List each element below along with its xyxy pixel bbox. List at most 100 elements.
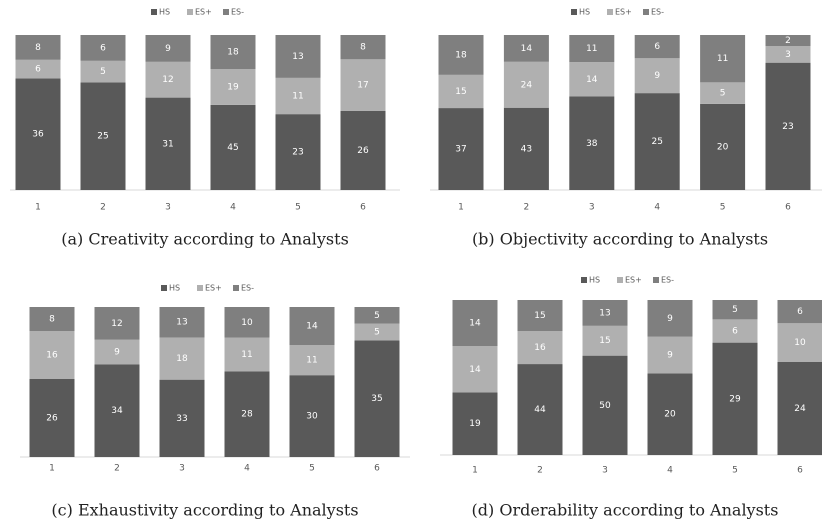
bar-segment bbox=[94, 307, 140, 340]
data-label: 6 bbox=[797, 307, 803, 317]
data-label: 38 bbox=[586, 139, 598, 149]
bar-segment bbox=[452, 300, 498, 347]
data-label: 5 bbox=[374, 328, 380, 338]
bar-segment bbox=[569, 35, 615, 63]
data-label: 15 bbox=[534, 311, 545, 321]
bar-segment bbox=[15, 59, 61, 79]
data-label: 37 bbox=[455, 145, 466, 155]
bar-segment bbox=[582, 355, 628, 455]
data-label: 30 bbox=[306, 412, 318, 422]
data-label: 12 bbox=[162, 75, 173, 85]
bar-segment bbox=[289, 375, 335, 457]
legend-label: ES+ bbox=[615, 8, 632, 17]
x-tick-label: 1 bbox=[472, 466, 478, 476]
bar-segment bbox=[354, 323, 400, 341]
x-tick-label: 6 bbox=[797, 466, 803, 476]
bar-segment bbox=[275, 77, 321, 115]
bar-segment bbox=[700, 82, 746, 104]
legend-swatch bbox=[571, 9, 577, 15]
data-label: 8 bbox=[360, 43, 366, 53]
bar-segment bbox=[145, 61, 191, 98]
bar-segment bbox=[569, 62, 615, 97]
bar-segment bbox=[210, 104, 256, 190]
data-label: 6 bbox=[732, 327, 738, 337]
x-tick-label: 4 bbox=[244, 464, 250, 474]
bar-segment bbox=[159, 337, 205, 380]
legend-swatch bbox=[643, 9, 649, 15]
bar-segment bbox=[582, 300, 628, 326]
data-label: 5 bbox=[732, 305, 738, 315]
bar-segment bbox=[80, 82, 126, 190]
legend-label: HS bbox=[169, 284, 180, 293]
data-label: 14 bbox=[469, 365, 481, 375]
bar-segment bbox=[94, 364, 140, 457]
bar-segment bbox=[438, 35, 484, 75]
bar-segment bbox=[765, 46, 811, 63]
data-label: 11 bbox=[306, 356, 317, 366]
data-label: 13 bbox=[292, 52, 303, 62]
bar-segment bbox=[452, 392, 498, 455]
bar-segment bbox=[777, 362, 822, 455]
legend-swatch bbox=[617, 277, 623, 283]
data-label: 6 bbox=[654, 42, 660, 52]
data-label: 45 bbox=[227, 143, 238, 153]
data-label: 9 bbox=[667, 351, 673, 361]
x-tick-label: 3 bbox=[179, 464, 185, 474]
data-label: 11 bbox=[717, 54, 728, 64]
bar-segment bbox=[159, 307, 205, 338]
legend-swatch bbox=[151, 9, 157, 15]
data-label: 20 bbox=[717, 142, 729, 152]
bar-segment bbox=[582, 325, 628, 356]
x-tick-label: 6 bbox=[374, 464, 380, 474]
x-tick-label: 2 bbox=[524, 203, 530, 213]
legend-label: ES- bbox=[231, 8, 244, 17]
data-label: 5 bbox=[720, 89, 726, 99]
data-label: 10 bbox=[241, 318, 253, 328]
data-label: 11 bbox=[586, 44, 597, 54]
data-label: 18 bbox=[227, 48, 239, 58]
bar-segment bbox=[224, 307, 270, 338]
bar-segment bbox=[159, 379, 205, 457]
data-label: 6 bbox=[100, 43, 106, 53]
data-label: 8 bbox=[49, 315, 55, 325]
data-label: 14 bbox=[586, 75, 598, 85]
bar-segment bbox=[777, 300, 822, 324]
bar-segment bbox=[210, 69, 256, 105]
legend-swatch bbox=[581, 277, 587, 283]
x-tick-label: 3 bbox=[589, 203, 595, 213]
bar-segment bbox=[210, 35, 256, 70]
legend-swatch bbox=[187, 9, 193, 15]
bar-segment bbox=[503, 61, 549, 108]
caption: (a) Creativity according to Analysts bbox=[61, 230, 349, 249]
bar-segment bbox=[275, 35, 321, 78]
data-label: 18 bbox=[176, 354, 188, 364]
bar-segment bbox=[765, 35, 811, 47]
legend-label: HS bbox=[579, 8, 590, 17]
bar-segment bbox=[224, 371, 270, 457]
data-label: 23 bbox=[292, 148, 303, 158]
bar-segment bbox=[289, 345, 335, 376]
x-tick-label: 5 bbox=[295, 203, 301, 213]
data-label: 9 bbox=[667, 314, 673, 324]
data-label: 28 bbox=[241, 410, 253, 420]
bar-segment bbox=[452, 346, 498, 393]
bar-segment bbox=[517, 331, 563, 365]
x-tick-label: 6 bbox=[360, 203, 366, 213]
data-label: 31 bbox=[162, 139, 173, 149]
data-label: 17 bbox=[357, 81, 368, 91]
data-label: 18 bbox=[455, 50, 467, 60]
x-tick-label: 5 bbox=[720, 203, 726, 213]
x-tick-label: 2 bbox=[114, 464, 120, 474]
bar-segment bbox=[15, 35, 61, 60]
data-label: 11 bbox=[241, 350, 252, 360]
bar-segment bbox=[777, 323, 822, 362]
data-label: 12 bbox=[111, 319, 122, 329]
legend-label: ES- bbox=[661, 276, 674, 285]
bar-segment bbox=[145, 35, 191, 62]
data-label: 25 bbox=[651, 137, 662, 147]
x-tick-label: 2 bbox=[537, 466, 543, 476]
data-label: 19 bbox=[469, 419, 481, 429]
legend-label: ES+ bbox=[195, 8, 212, 17]
bar-segment bbox=[517, 300, 563, 331]
